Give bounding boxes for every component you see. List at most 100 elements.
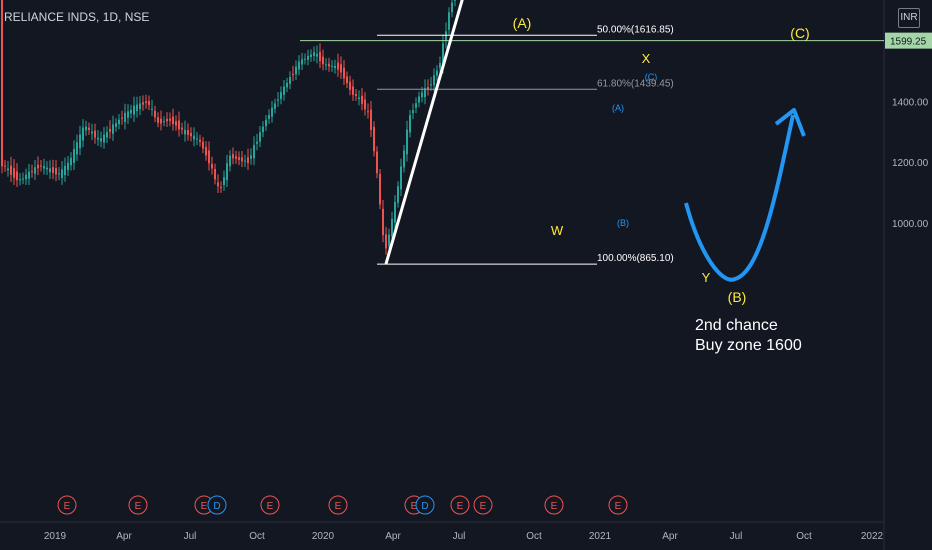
candle-body bbox=[19, 179, 21, 181]
candle-body bbox=[406, 129, 408, 155]
candle-body bbox=[274, 103, 276, 109]
candle-body bbox=[256, 141, 258, 144]
event-marker bbox=[415, 495, 435, 515]
candle-body bbox=[364, 99, 366, 110]
candle-body bbox=[148, 101, 150, 105]
candle-body bbox=[202, 141, 204, 149]
y-tick-label: 1200.00 bbox=[892, 158, 929, 169]
candle-body bbox=[154, 110, 156, 118]
wave-label: X bbox=[642, 51, 651, 66]
candle-body bbox=[334, 66, 336, 69]
candle-body bbox=[106, 132, 108, 138]
candle-body bbox=[55, 168, 57, 175]
candle-body bbox=[67, 162, 69, 171]
candle-body bbox=[211, 163, 213, 169]
candle-body bbox=[52, 167, 54, 173]
candle-body bbox=[400, 166, 402, 190]
candle-body bbox=[433, 75, 435, 86]
candle-body bbox=[109, 128, 111, 132]
event-marker-label: E bbox=[135, 501, 142, 512]
candle-body bbox=[448, 12, 450, 30]
candle-body bbox=[280, 92, 282, 100]
candle-body bbox=[121, 117, 123, 119]
candle-body bbox=[91, 131, 93, 134]
event-marker bbox=[473, 495, 493, 515]
candle-body bbox=[181, 127, 183, 130]
event-marker bbox=[328, 495, 348, 515]
candle-body bbox=[70, 157, 72, 166]
event-marker-label: E bbox=[457, 501, 464, 512]
candle-body bbox=[58, 173, 60, 175]
candle-body bbox=[88, 127, 90, 130]
candle-body bbox=[247, 157, 249, 164]
candle-body bbox=[40, 165, 42, 167]
candle-body bbox=[289, 77, 291, 84]
candle-body bbox=[190, 132, 192, 137]
fib-level-label: 50.00%(1616.85) bbox=[597, 24, 674, 35]
fib-level-label: 100.00%(865.10) bbox=[597, 253, 674, 264]
candle-body bbox=[7, 168, 9, 171]
currency-badge[interactable]: INR bbox=[898, 8, 920, 28]
wave-label: (C) bbox=[790, 25, 809, 41]
wave-label: (C) bbox=[645, 72, 658, 82]
price-label-box bbox=[885, 32, 932, 49]
x-tick-label: 2020 bbox=[312, 531, 335, 542]
candle-body bbox=[46, 167, 48, 170]
candle-body bbox=[373, 126, 375, 152]
candle-body bbox=[277, 99, 279, 101]
wave-label: (B) bbox=[728, 289, 747, 305]
candle-body bbox=[136, 104, 138, 112]
price-label: 1599.25 bbox=[890, 37, 927, 48]
candle-body bbox=[16, 171, 18, 181]
candle-body bbox=[169, 118, 171, 121]
candle-body bbox=[208, 150, 210, 164]
projection-curve bbox=[684, 114, 795, 282]
x-tick-label: Jul bbox=[730, 531, 743, 542]
candle-body bbox=[340, 64, 342, 73]
candle-body bbox=[358, 97, 360, 100]
candle-body bbox=[43, 166, 45, 169]
wave-label: (A) bbox=[612, 103, 624, 113]
candle-body bbox=[451, 2, 453, 13]
candle-body bbox=[250, 155, 252, 159]
event-marker-label: E bbox=[335, 501, 342, 512]
wave-label: Y bbox=[702, 270, 711, 285]
candle-body bbox=[421, 92, 423, 98]
candle-body bbox=[163, 121, 165, 123]
candle-body bbox=[292, 73, 294, 75]
candle-body bbox=[337, 62, 339, 70]
candle-body bbox=[298, 61, 300, 70]
candle-body bbox=[124, 112, 126, 123]
candle-body bbox=[220, 186, 222, 188]
candle-body bbox=[331, 65, 333, 67]
candle-body bbox=[265, 119, 267, 127]
candle-body bbox=[385, 234, 387, 249]
candle-body bbox=[319, 51, 321, 62]
candle-body bbox=[82, 127, 84, 141]
candle-body bbox=[268, 114, 270, 119]
candle-body bbox=[175, 121, 177, 126]
candle-body bbox=[115, 123, 117, 127]
candle-body bbox=[370, 109, 372, 130]
candle-body bbox=[442, 43, 444, 67]
wave-label: W bbox=[551, 223, 564, 238]
candle-body bbox=[253, 144, 255, 159]
candle-body bbox=[193, 135, 195, 140]
candle-body bbox=[235, 156, 237, 159]
event-marker-label: E bbox=[551, 501, 558, 512]
x-tick-label: Jul bbox=[184, 531, 197, 542]
candle-body bbox=[4, 165, 6, 167]
candle-body bbox=[343, 67, 345, 79]
candle-body bbox=[310, 54, 312, 58]
x-tick-label: 2019 bbox=[44, 531, 67, 542]
candle-body bbox=[25, 174, 27, 180]
candle-body bbox=[112, 124, 114, 134]
event-marker-label: E bbox=[201, 501, 208, 512]
candle-body bbox=[13, 168, 15, 178]
candle-body bbox=[445, 31, 447, 42]
event-marker bbox=[260, 495, 280, 515]
candle-body bbox=[328, 63, 330, 67]
candle-body bbox=[10, 165, 12, 175]
